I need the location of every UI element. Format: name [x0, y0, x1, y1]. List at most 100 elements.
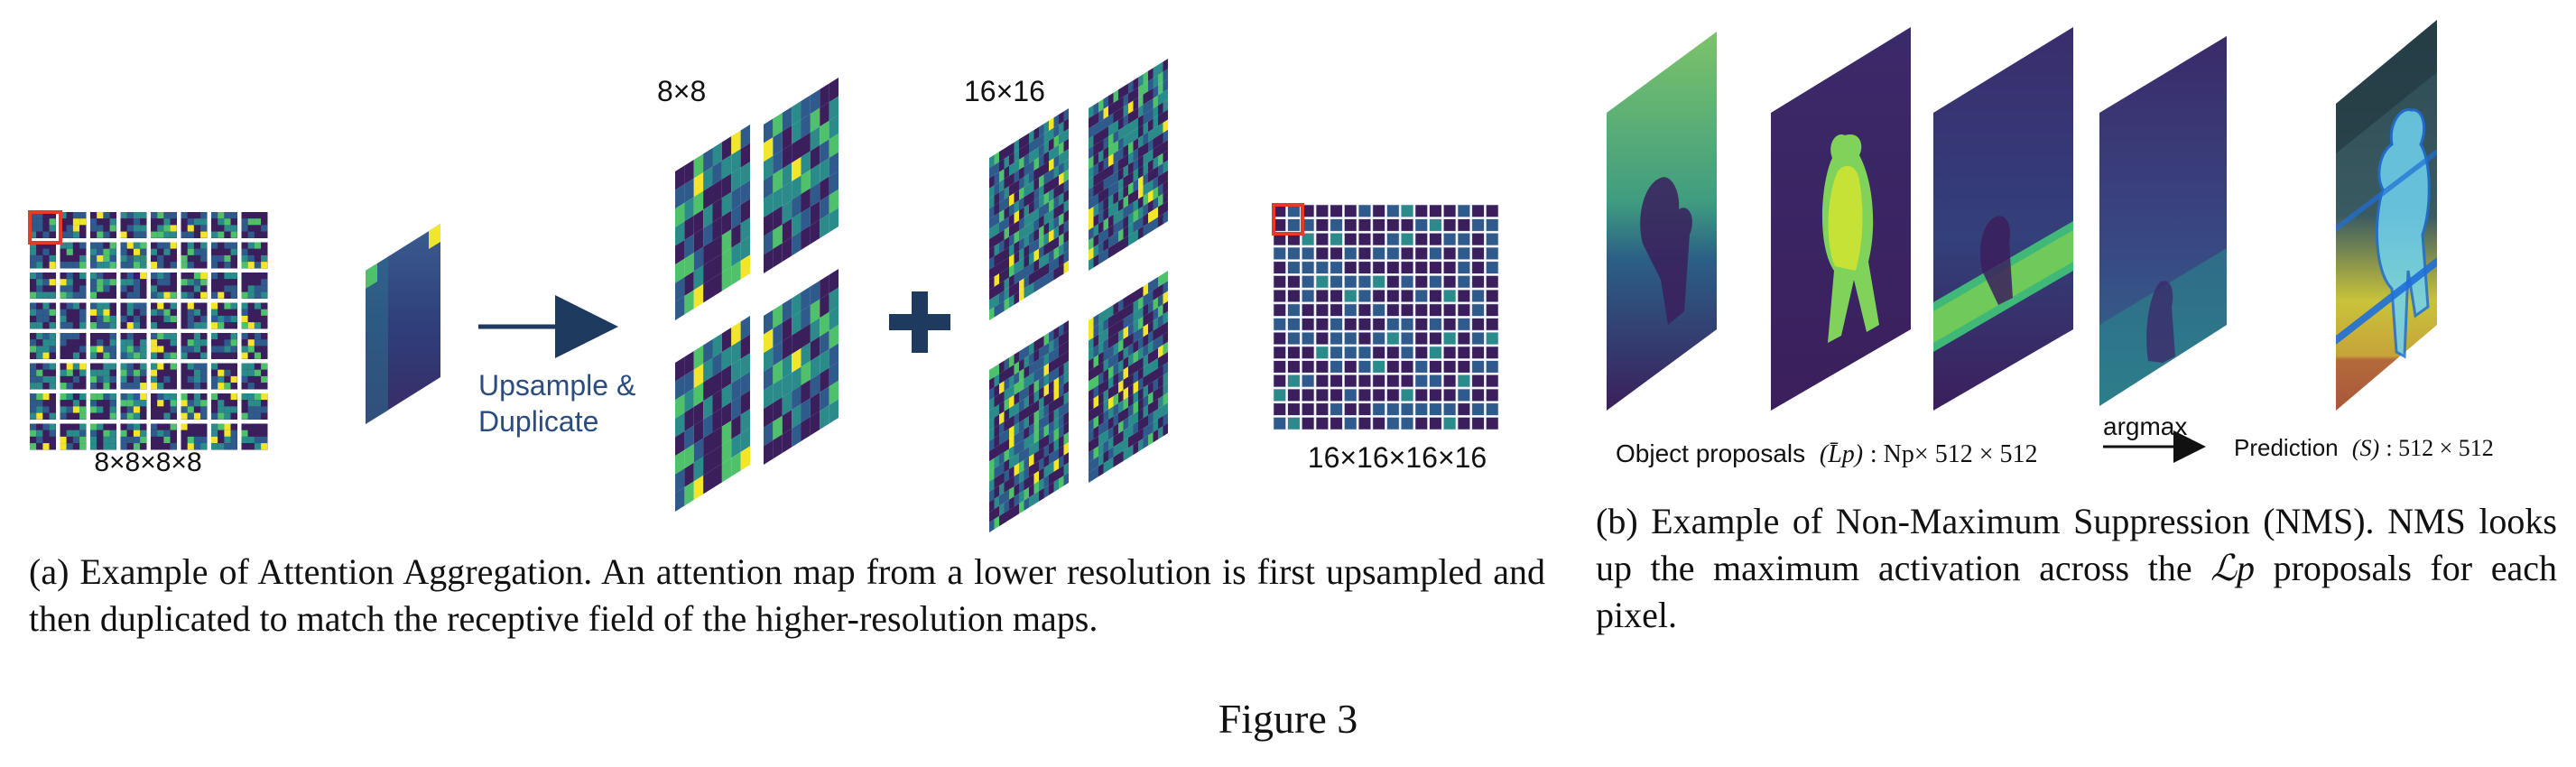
grid8-cell — [97, 302, 104, 310]
map-block — [1053, 347, 1059, 361]
map-block — [1004, 479, 1009, 493]
grid8-cell — [224, 285, 231, 292]
map-block — [1103, 136, 1108, 150]
grid8-cell — [30, 212, 37, 219]
map-block — [1014, 422, 1019, 436]
grid8-cell — [79, 218, 87, 226]
map-block — [731, 451, 741, 476]
grid8-cell — [254, 291, 262, 299]
grid8-cell — [97, 363, 104, 370]
map-block — [1049, 218, 1054, 233]
map-block — [1049, 249, 1054, 263]
map-block — [1004, 439, 1009, 452]
map-block — [1128, 353, 1134, 367]
grid8-cell — [163, 279, 171, 286]
map-block — [1043, 232, 1049, 246]
map-block — [1004, 206, 1009, 220]
map-block — [1053, 337, 1059, 350]
map-block — [1108, 365, 1114, 379]
grid8-cell — [60, 302, 67, 310]
grid8-cell — [49, 315, 56, 323]
grid8-cell — [103, 333, 110, 340]
map-block — [1004, 267, 1009, 281]
grid16-tile — [1386, 204, 1400, 217]
map-block — [1009, 162, 1015, 176]
grid8-cell — [193, 352, 201, 359]
map-block — [693, 401, 704, 426]
map-block — [810, 281, 820, 306]
grid8-cell — [97, 383, 104, 390]
grid8-cell — [200, 242, 208, 249]
grid8-cell — [200, 279, 208, 286]
grid8-cell — [103, 346, 110, 353]
map-block — [1108, 416, 1114, 430]
map-block — [703, 185, 713, 210]
grid8-cell — [211, 363, 218, 370]
map-block — [1063, 361, 1069, 374]
map-block — [989, 205, 995, 219]
grid8-cell — [133, 225, 141, 232]
map-block — [1014, 504, 1019, 517]
map-block — [1024, 365, 1029, 379]
map-block — [1043, 475, 1049, 488]
grid8-cell — [247, 393, 255, 401]
map-block — [989, 256, 995, 270]
grid8-cell — [103, 322, 110, 329]
map-block — [994, 212, 999, 226]
grid8-cell — [261, 273, 268, 280]
grid8-cell — [187, 412, 194, 420]
grid8-cell — [247, 369, 255, 376]
grid16-tile — [1471, 417, 1485, 430]
grid8-cell — [103, 212, 110, 219]
grid8-cell — [170, 412, 177, 420]
grid8-cell — [261, 315, 268, 323]
map-block — [1158, 193, 1163, 208]
map-block — [1089, 469, 1094, 483]
map-block — [801, 361, 811, 386]
map-block — [1039, 245, 1044, 259]
grid8-cell — [170, 363, 177, 370]
map-block — [1108, 437, 1114, 450]
grid8-cell — [254, 242, 262, 249]
caption-panel-a: (a) Example of Attention Aggregation. An… — [29, 551, 1545, 639]
map-block — [1053, 216, 1059, 230]
grid8-cell — [241, 430, 248, 437]
grid8-cell — [103, 436, 110, 444]
map-block — [1113, 433, 1118, 448]
grid8-cell — [120, 225, 127, 232]
map-block — [1043, 434, 1049, 448]
grid8-cell — [36, 262, 43, 269]
grid8-cell — [120, 383, 127, 390]
grid16-tile — [1372, 261, 1385, 274]
map-block — [764, 248, 774, 273]
map-block — [999, 381, 1005, 394]
grid8-cell — [170, 212, 177, 219]
map-block — [1138, 306, 1144, 320]
map-block — [1138, 206, 1144, 220]
map-block — [1133, 411, 1138, 425]
grid8-cell — [126, 383, 134, 390]
map-block — [1138, 165, 1144, 180]
grid8-cell — [120, 291, 127, 299]
grid8-cell — [60, 339, 67, 347]
grid8-cell — [140, 225, 147, 232]
grid16-tile — [1471, 331, 1485, 346]
grid8-cell — [193, 436, 201, 444]
grid8-cell — [66, 406, 73, 413]
map-block — [1148, 402, 1154, 415]
grid8-cell — [72, 273, 80, 280]
grid8-cell — [42, 352, 50, 359]
map-block — [1133, 299, 1138, 313]
map-block — [1014, 473, 1019, 487]
map-block — [721, 457, 732, 483]
map-block — [1133, 127, 1138, 142]
map-block — [1113, 342, 1118, 356]
grid8-cell — [230, 412, 237, 420]
grid8-cell — [247, 400, 255, 407]
grid8-cell — [254, 218, 262, 226]
grid16-tile — [1330, 346, 1343, 359]
grid16-tile — [1443, 289, 1457, 303]
map-block — [1043, 120, 1049, 134]
grid16-tile — [1302, 289, 1315, 303]
map-block — [1128, 414, 1134, 428]
